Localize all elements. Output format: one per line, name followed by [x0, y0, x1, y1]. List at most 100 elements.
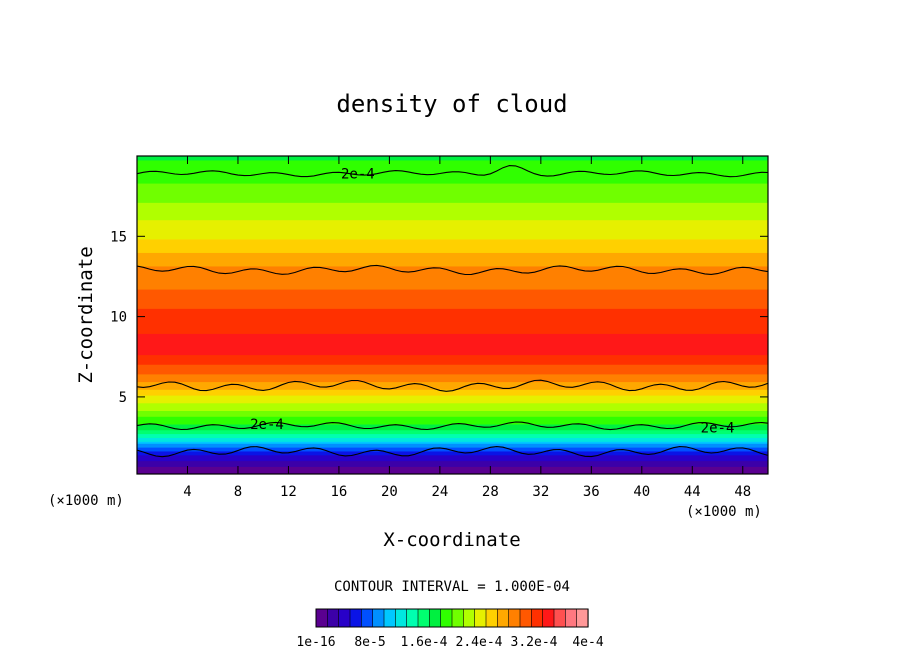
density-bands: [137, 156, 768, 474]
x-axis-label: X-coordinate: [383, 529, 520, 551]
density-band: [137, 456, 768, 460]
density-band: [137, 373, 768, 377]
density-band: [137, 435, 768, 438]
colorbar-swatch: [463, 608, 476, 628]
density-band: [137, 190, 768, 194]
density-band: [137, 348, 768, 352]
contour-labels: 2e-4 2e-4 2e-4: [250, 167, 734, 437]
density-band: [137, 194, 768, 198]
density-band: [137, 333, 768, 336]
density-band: [137, 470, 768, 473]
density-band: [137, 202, 768, 205]
x-tick-label: 48: [734, 484, 751, 500]
x-tick-label: 44: [684, 484, 701, 500]
density-band: [137, 414, 768, 417]
density-band: [137, 354, 768, 358]
density-band: [137, 263, 768, 267]
density-band: [137, 271, 768, 275]
density-band: [137, 215, 768, 219]
density-band: [137, 371, 768, 375]
density-band: [137, 472, 768, 474]
contour-label: 2e-4: [250, 417, 284, 433]
colorbar-swatch: [553, 608, 566, 628]
colorbar-swatch: [440, 608, 453, 628]
density-band: [137, 350, 768, 354]
density-band: [137, 273, 768, 277]
density-band: [137, 173, 768, 176]
density-band: [137, 238, 768, 242]
colorbar-swatch: [406, 608, 419, 628]
density-band: [137, 402, 768, 406]
density-band: [137, 175, 768, 178]
density-band: [137, 283, 768, 286]
density-band: [137, 341, 768, 344]
density-band: [137, 339, 768, 342]
density-band: [137, 427, 768, 431]
density-band: [137, 420, 768, 423]
density-band: [137, 321, 768, 325]
density-band: [137, 368, 768, 371]
plot-frame: [136, 155, 769, 475]
density-band: [137, 317, 768, 321]
density-band: [137, 421, 768, 425]
density-band: [137, 223, 768, 226]
density-band: [137, 379, 768, 383]
colorbar-swatch: [349, 608, 362, 628]
x-tick-label: 40: [633, 484, 650, 500]
density-band: [137, 300, 768, 304]
colorbar-swatch: [497, 608, 510, 628]
density-band: [137, 304, 768, 307]
contour-lines: [137, 165, 768, 458]
density-band: [137, 439, 768, 442]
colorbar-swatch: [451, 608, 464, 628]
density-band: [137, 441, 768, 444]
colorbar-swatch: [485, 608, 498, 628]
colorbar: [315, 608, 589, 628]
density-band: [137, 398, 768, 402]
x-tick-label: 36: [583, 484, 600, 500]
density-band: [137, 198, 768, 201]
density-band: [137, 391, 768, 394]
contour-line: [137, 446, 768, 458]
density-band: [137, 235, 768, 238]
colorbar-label: 4e-4: [572, 635, 603, 650]
colorbar-swatch: [531, 608, 544, 628]
density-band: [137, 327, 768, 331]
x-tick-label: 24: [431, 484, 448, 500]
density-band: [137, 375, 768, 379]
density-band: [137, 217, 768, 221]
density-band: [137, 258, 768, 261]
density-band: [137, 433, 768, 437]
colorbar-frame: [315, 608, 589, 628]
colorbar-swatch: [576, 608, 589, 628]
x-tick-label: 32: [532, 484, 549, 500]
density-band: [137, 181, 768, 184]
density-band: [137, 429, 768, 433]
colorbar-label: 3.2e-4: [511, 635, 558, 650]
density-band: [137, 186, 768, 190]
density-band: [137, 464, 768, 467]
density-band: [137, 360, 768, 363]
density-band: [137, 396, 768, 400]
density-band: [137, 315, 768, 319]
colorbar-swatch: [508, 608, 521, 628]
density-band: [137, 400, 768, 404]
density-band: [137, 229, 768, 232]
density-band: [137, 240, 768, 244]
density-band: [137, 213, 768, 217]
density-band: [137, 288, 768, 292]
density-band: [137, 412, 768, 415]
colorbar-label: 8e-5: [354, 635, 385, 650]
density-band: [137, 171, 768, 174]
x-tick-label: 20: [381, 484, 398, 500]
density-band: [137, 254, 768, 257]
density-band: [137, 219, 768, 223]
density-band: [137, 179, 768, 182]
density-band: [137, 157, 768, 161]
density-band: [137, 425, 768, 429]
colorbar-label: 1e-16: [296, 635, 335, 650]
x-tick-label: 28: [482, 484, 499, 500]
colorbar-swatch: [429, 608, 442, 628]
density-band: [137, 227, 768, 230]
density-band: [137, 377, 768, 381]
